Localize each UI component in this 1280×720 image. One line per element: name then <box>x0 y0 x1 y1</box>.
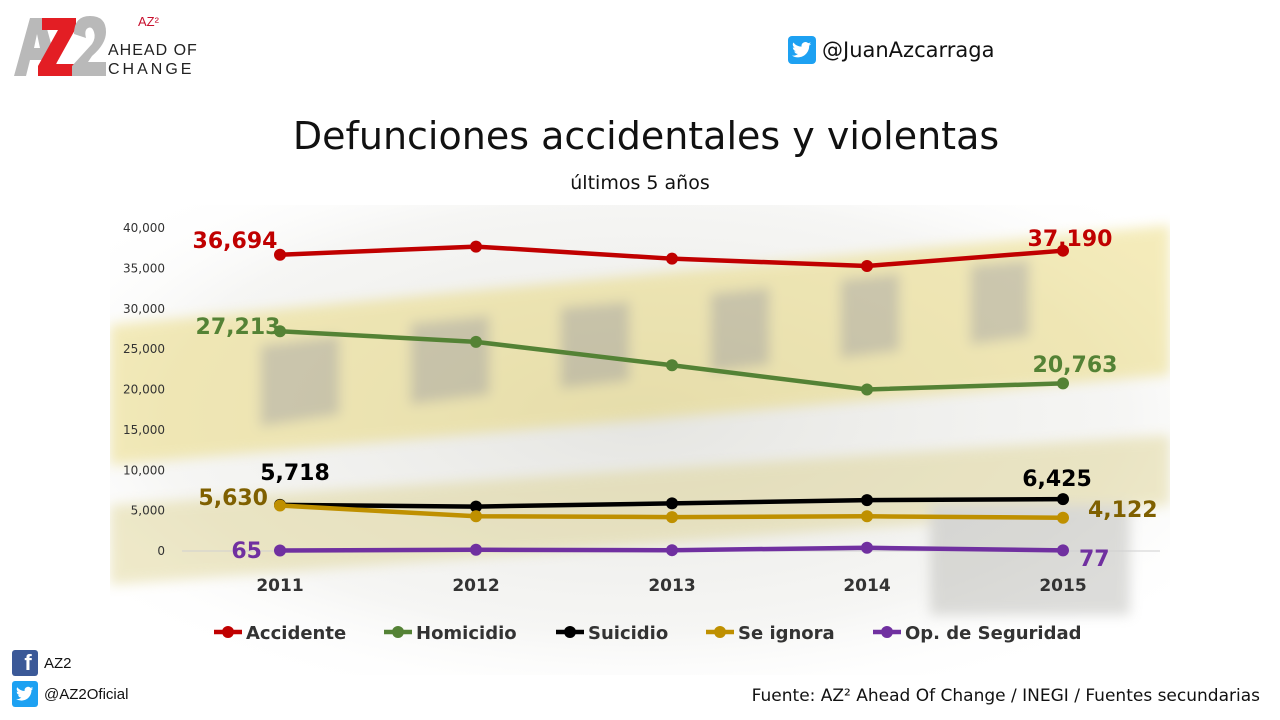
y-tick-label: 40,000 <box>123 221 165 235</box>
legend-marker-suicidio <box>564 626 576 638</box>
facebook-link[interactable]: f AZ2 <box>12 650 72 676</box>
y-tick-label: 5,000 <box>131 504 165 518</box>
data-point-op-de-seguridad <box>861 541 873 554</box>
brand-line-2: CHANGE <box>108 61 195 78</box>
twitter-link[interactable]: @AZ2Oficial <box>12 681 128 707</box>
data-label-homicidio: 20,763 <box>1033 353 1118 378</box>
legend-marker-op-de-seguridad <box>881 626 893 638</box>
data-point-se-ignora <box>666 511 678 524</box>
brand-logo: AZ² AHEAD OF CHANGE <box>12 12 202 82</box>
y-tick-label: 20,000 <box>123 383 165 397</box>
data-point-accidente <box>1057 244 1069 257</box>
data-point-se-ignora <box>470 510 482 523</box>
facebook-icon: f <box>12 650 38 676</box>
twitter-text: @AZ2Oficial <box>44 685 129 703</box>
brand-line-1: AHEAD OF <box>108 42 198 59</box>
data-point-accidente <box>274 248 286 261</box>
data-point-homicidio <box>470 335 482 348</box>
data-label-op-de-seguridad: 77 <box>1079 547 1110 572</box>
twitter-handle-text: @JuanAzcarraga <box>822 38 995 62</box>
facebook-text: AZ2 <box>44 654 72 672</box>
chart-title: Defunciones accidentales y violentas <box>292 114 1000 158</box>
data-point-homicidio <box>861 383 873 396</box>
y-tick-label: 25,000 <box>123 342 165 356</box>
data-point-se-ignora <box>274 499 286 512</box>
az2-logo-icon <box>14 16 106 76</box>
data-label-accidente: 37,190 <box>1028 227 1113 252</box>
legend-label-accidente: Accidente <box>246 623 346 644</box>
data-point-op-de-seguridad <box>1057 544 1069 557</box>
legend-marker-accidente <box>222 626 234 638</box>
data-point-homicidio <box>666 359 678 372</box>
legend-label-homicidio: Homicidio <box>416 623 517 644</box>
legend-label-op-de-seguridad: Op. de Seguridad <box>905 623 1081 644</box>
y-tick-label: 10,000 <box>123 463 165 477</box>
data-point-op-de-seguridad <box>666 544 678 557</box>
chart-subtitle: últimos 5 años <box>570 172 710 194</box>
data-label-suicidio: 6,425 <box>1022 467 1092 492</box>
data-point-op-de-seguridad <box>274 544 286 557</box>
twitter-icon <box>12 681 38 707</box>
data-label-suicidio: 5,718 <box>260 461 330 486</box>
data-point-op-de-seguridad <box>470 543 482 556</box>
data-point-suicidio <box>666 497 678 510</box>
data-point-accidente <box>861 259 873 272</box>
legend-label-suicidio: Suicidio <box>588 623 668 644</box>
data-label-homicidio: 27,213 <box>196 315 281 340</box>
twitter-handle-header[interactable]: @JuanAzcarraga <box>788 36 994 64</box>
data-label-op-de-seguridad: 65 <box>231 539 262 564</box>
data-point-suicidio <box>470 500 482 513</box>
y-tick-label: 0 <box>157 544 165 558</box>
twitter-icon <box>788 36 816 64</box>
x-tick-label: 2014 <box>843 576 890 596</box>
data-point-accidente <box>470 240 482 253</box>
data-label-se-ignora: 4,122 <box>1088 498 1158 523</box>
x-tick-label: 2013 <box>648 576 695 596</box>
y-tick-label: 30,000 <box>123 302 165 316</box>
legend-label-se-ignora: Se ignora <box>738 623 835 644</box>
source-note: Fuente: AZ² Ahead Of Change / INEGI / Fu… <box>751 686 1260 706</box>
data-label-se-ignora: 5,630 <box>198 486 268 511</box>
data-point-homicidio <box>1057 377 1069 390</box>
data-label-accidente: 36,694 <box>193 229 278 254</box>
data-point-suicidio <box>861 494 873 507</box>
x-tick-label: 2011 <box>256 576 303 596</box>
y-tick-label: 35,000 <box>123 261 165 275</box>
data-point-se-ignora <box>1057 511 1069 524</box>
data-point-homicidio <box>274 325 286 338</box>
legend-marker-homicidio <box>392 626 404 638</box>
x-tick-label: 2015 <box>1039 576 1086 596</box>
data-point-suicidio <box>1057 493 1069 506</box>
x-tick-label: 2012 <box>452 576 499 596</box>
legend-marker-se-ignora <box>714 626 726 638</box>
data-point-se-ignora <box>861 510 873 523</box>
data-point-accidente <box>666 252 678 265</box>
y-tick-label: 15,000 <box>123 423 165 437</box>
brand-superscript: AZ² <box>138 14 159 29</box>
